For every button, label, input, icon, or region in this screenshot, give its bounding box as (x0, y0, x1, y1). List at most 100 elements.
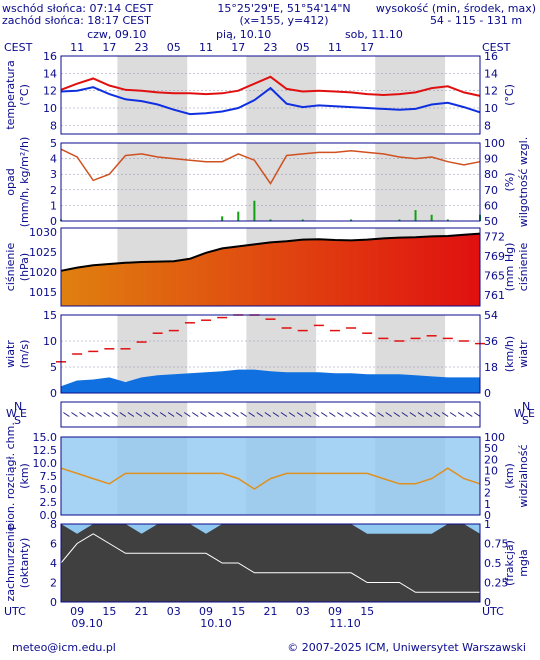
wind-direction-arrow (151, 412, 159, 417)
left-axis-label-1: pion. rozciągł. chm. (4, 422, 17, 530)
y2-tick-label: 50 (484, 215, 498, 228)
bottom-timezone-right: UTC (482, 605, 504, 618)
right-axis-label-2: mgła (517, 549, 530, 577)
wind-direction-arrow (119, 412, 127, 417)
wind-direction-arrow (409, 412, 417, 417)
elevation-label: wysokość (min, środek, max) (376, 2, 536, 15)
compass-letter: W (6, 407, 17, 420)
wind-direction-arrow (95, 412, 102, 417)
wind-direction-arrow (63, 412, 70, 417)
panel-frame-pressure (60, 227, 481, 307)
wind-speed-area (61, 369, 480, 393)
pressure-line (60, 232, 481, 272)
wind-direction-arrow (200, 412, 207, 417)
wind-direction-arrow (87, 412, 94, 417)
chart-layer: temperatura (°C) (°C)opad (mm/h, kg/m²/h) (%… (4, 28, 535, 630)
wind-direction-arrow (385, 412, 392, 417)
wind-direction-arrow (369, 412, 376, 417)
precip-bar (414, 210, 417, 221)
top-hour-tick: 17 (360, 41, 374, 54)
wind-direction-arrow (296, 412, 304, 417)
precip-bar (430, 214, 433, 221)
compass-letter: N (14, 400, 22, 413)
panel-frame-temperature (60, 55, 481, 135)
wind-direction-arrow (457, 412, 465, 417)
night-band (246, 143, 317, 221)
top-hour-tick: 11 (328, 41, 342, 54)
visibility-line (60, 467, 481, 490)
wind-direction-arrow (192, 412, 199, 417)
top-timezone-left: CEST (4, 41, 33, 54)
right-axis-label-1: (km/h) (503, 336, 516, 372)
wind-direction-arrow (240, 412, 247, 417)
footer-email[interactable]: meteo@icm.edu.pl (12, 641, 116, 654)
wind-direction-arrow (320, 412, 328, 417)
y-tick-label: 0.0 (40, 509, 58, 522)
sunset-text: zachód słońca: 18:17 CEST (2, 14, 151, 27)
y-tick-label: 0 (50, 387, 57, 400)
y-tick-label: 7.5 (40, 470, 58, 483)
bottom-timezone-left: UTC (4, 605, 26, 618)
elevation-values: 54 - 115 - 131 m (430, 14, 522, 27)
wind-direction-arrow (345, 412, 352, 417)
top-hour-tick: 11 (199, 41, 213, 54)
y2-tick-label: 5 (484, 476, 491, 489)
left-axis-label-2: (m/s) (18, 340, 31, 369)
left-axis-label-1: opad (4, 168, 17, 195)
y2-tick-label: 2 (484, 487, 491, 500)
y-tick-label: 6 (50, 538, 57, 551)
y-tick-label: 0 (50, 215, 57, 228)
y2-tick-label: 100 (484, 137, 505, 150)
night-band (246, 56, 317, 134)
y2-tick-label: 12 (484, 85, 498, 98)
y2-tick-label: 1 (484, 498, 491, 511)
y2-tick-label: 0.75 (484, 538, 509, 551)
bottom-day-label: 10.10 (200, 617, 232, 630)
y-tick-label: 14 (43, 67, 57, 80)
night-band (246, 402, 317, 427)
y2-tick-label: 761 (484, 289, 505, 302)
y2-tick-label: 20 (484, 453, 498, 466)
wind-direction-arrow (127, 412, 135, 417)
y-tick-label: 5 (50, 361, 57, 374)
y2-tick-label: 769 (484, 250, 505, 263)
footer-copyright: © 2007-2025 ICM, Uniwersytet Warszawski (287, 641, 526, 654)
y2-tick-label: 16 (484, 50, 498, 63)
y2-tick-label: 0.25 (484, 577, 509, 590)
y-tick-label: 8 (50, 518, 57, 531)
temperature-series-0 (60, 75, 481, 97)
wind-direction-arrow (256, 412, 264, 417)
left-axis-label-2: (mm/h, kg/m²/h) (18, 137, 31, 228)
top-hour-tick: 11 (70, 41, 84, 54)
top-hour-tick: 23 (264, 41, 278, 54)
top-day-label: czw, 09.10 (87, 28, 146, 41)
wind-direction-arrow (361, 412, 368, 417)
y-tick-label: 10.0 (33, 457, 58, 470)
top-timezone-right: CEST (482, 41, 511, 54)
panel-frame-clouds_fog (60, 523, 481, 603)
night-band (117, 402, 188, 427)
precip-bar (253, 200, 256, 221)
right-axis-label-1: (%) (503, 172, 516, 191)
wind-direction-arrow (425, 412, 433, 417)
right-axis-label-2: wilgotność wzgl. (517, 137, 530, 227)
wind-direction-arrow (111, 412, 118, 417)
y2-tick-label: 0 (484, 387, 491, 400)
wind-direction-arrow (401, 412, 409, 417)
wind-direction-arrow (135, 412, 143, 417)
precip-bar (446, 219, 449, 221)
y-tick-label: 15 (43, 309, 57, 322)
precip-bar (221, 216, 224, 221)
y2-tick-label: 0 (484, 596, 491, 609)
wind-direction-arrow (232, 412, 239, 417)
top-hour-tick: 05 (167, 41, 181, 54)
wind-direction-arrow (353, 412, 360, 417)
y-tick-label: 5 (50, 137, 57, 150)
pressure-area (61, 233, 480, 306)
wind-direction-arrow (183, 412, 191, 417)
wind-direction-arrow (79, 412, 86, 417)
bottom-hour-tick: 09 (70, 605, 84, 618)
right-axis-label-1: (mm Hg) (503, 243, 516, 292)
compass-letter: S (522, 414, 529, 427)
